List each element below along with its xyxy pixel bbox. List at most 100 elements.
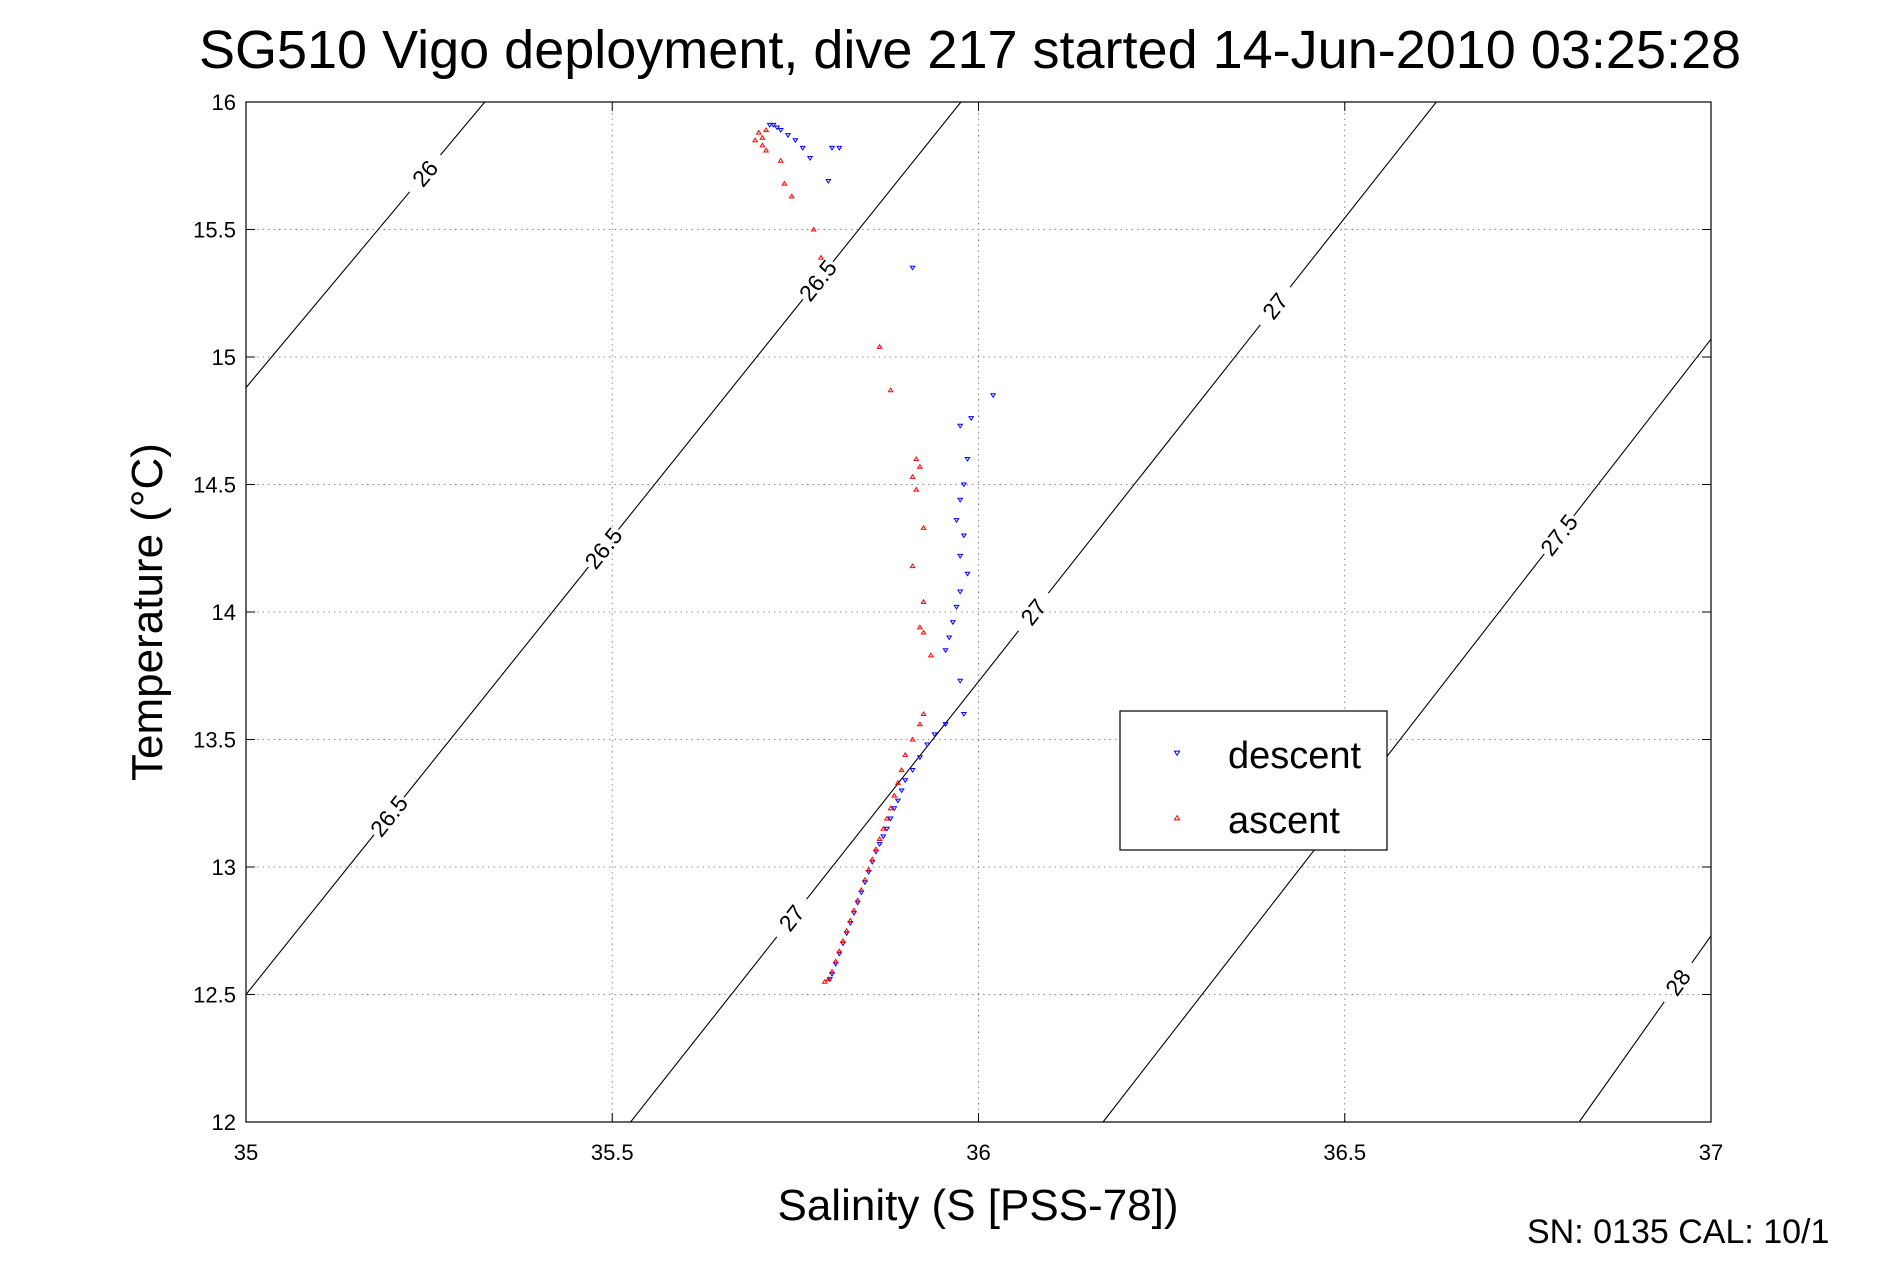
ascent-point: [847, 917, 854, 923]
descent-point: [792, 138, 799, 144]
ascent-point: [828, 968, 836, 974]
ascent-point: [902, 751, 909, 757]
legend-marker-ascent: [1173, 814, 1181, 821]
legend-marker-descent: [1173, 750, 1181, 757]
legend-entry-ascent: ascent: [1228, 800, 1340, 842]
isopycnal-label: 26.5: [794, 255, 842, 306]
isopycnal-line: [1691, 935, 1712, 964]
descent-point: [960, 533, 967, 539]
isopycnal-label: 26.5: [365, 790, 413, 841]
series-descent: [766, 122, 997, 983]
ascent-point: [810, 226, 817, 232]
ascent-point: [869, 856, 876, 862]
descent-point: [850, 910, 858, 916]
ascent-point: [788, 193, 795, 199]
x-tick-label: 35: [234, 1140, 258, 1165]
chart-title: SG510 Vigo deployment, dive 217 started …: [199, 20, 1741, 80]
descent-point: [858, 890, 865, 896]
descent-point: [766, 122, 773, 128]
x-tick-label: 37: [1699, 1140, 1723, 1165]
ascent-point: [781, 180, 788, 186]
descent-point: [773, 125, 781, 131]
ascent-point: [898, 767, 905, 773]
isopycnal-line: [806, 630, 1019, 900]
descent-point: [924, 742, 931, 748]
descent-point: [898, 788, 905, 794]
x-tick-label: 36: [966, 1140, 990, 1165]
descent-point: [931, 732, 938, 738]
descent-point: [828, 145, 836, 151]
descent-point: [799, 145, 806, 151]
descent-point: [828, 972, 836, 978]
series-ascent: [751, 127, 934, 984]
descent-point: [887, 816, 894, 822]
grid-lines: [246, 102, 1711, 1122]
y-tick-label: 15: [212, 345, 236, 370]
ascent-point: [916, 463, 924, 469]
ascent-point: [836, 948, 843, 954]
x-axis-label: Salinity (S [PSS-78]): [777, 1181, 1178, 1230]
serial-calibration-footer: SN: 0135 CAL: 10/1: [1527, 1213, 1829, 1251]
y-tick-label: 14: [212, 600, 236, 625]
ascent-point: [755, 129, 762, 135]
ascent-point: [920, 598, 927, 604]
descent-point: [826, 977, 833, 983]
descent-point: [916, 755, 924, 761]
legend-box: [1119, 710, 1388, 851]
axis-ticks: 35 35.5 36 36.5 37 12 12.5 13 13.5 14 14.5 15 15.5 16: [193, 90, 1723, 1165]
isopycnal-line: [832, 101, 962, 263]
y-tick-label: 13: [212, 855, 236, 880]
isopycnal-line: [403, 566, 589, 798]
descent-point: [957, 678, 964, 684]
x-tick-label: 35.5: [591, 1140, 634, 1165]
descent-point: [957, 589, 964, 595]
descent-point: [964, 571, 971, 577]
ascent-point: [825, 976, 832, 982]
ascent-point: [920, 711, 927, 717]
isopycnal-label: 26.5: [579, 523, 627, 574]
ascent-point: [887, 805, 894, 811]
isopycnal-label: 26: [407, 155, 443, 191]
descent-point: [953, 518, 960, 524]
y-axis-label: Temperature (°C): [123, 443, 172, 781]
isopycnal-line: [630, 936, 778, 1123]
descent-point: [836, 145, 843, 151]
isopycnal-line: [618, 298, 804, 530]
ascent-point: [920, 629, 927, 635]
y-tick-label: 16: [212, 90, 236, 115]
ascent-point: [883, 815, 891, 821]
descent-point: [880, 834, 887, 840]
descent-point: [872, 849, 880, 855]
ascent-point: [759, 142, 766, 148]
descent-point: [957, 553, 964, 559]
descent-point: [960, 482, 967, 488]
descent-point: [770, 122, 777, 128]
ascent-point: [916, 624, 924, 630]
ascent-point: [916, 721, 924, 727]
descent-point: [891, 806, 898, 812]
descent-point: [909, 265, 916, 271]
descent-point: [957, 497, 964, 503]
ascent-point: [920, 524, 927, 530]
descent-point: [960, 711, 967, 717]
ascent-point: [751, 137, 759, 143]
descent-point: [894, 798, 902, 804]
isopycnal-line: [245, 191, 411, 388]
descent-point: [836, 951, 843, 957]
ascent-point: [832, 958, 839, 964]
descent-point: [777, 128, 784, 133]
y-tick-label: 12.5: [193, 983, 236, 1008]
y-tick-label: 12: [212, 1110, 236, 1135]
ascent-point: [894, 779, 902, 785]
ascent-point: [927, 652, 934, 658]
descent-point: [865, 870, 872, 876]
descent-point: [832, 961, 839, 967]
data-series: [751, 122, 997, 984]
isopycnal-line: [245, 834, 375, 995]
descent-point: [942, 722, 949, 728]
descent-point: [861, 880, 869, 886]
x-tick-label: 36.5: [1323, 1140, 1366, 1165]
isopycnal-label: 27: [1257, 288, 1293, 324]
ascent-point: [839, 938, 847, 943]
ascent-point: [887, 387, 894, 393]
